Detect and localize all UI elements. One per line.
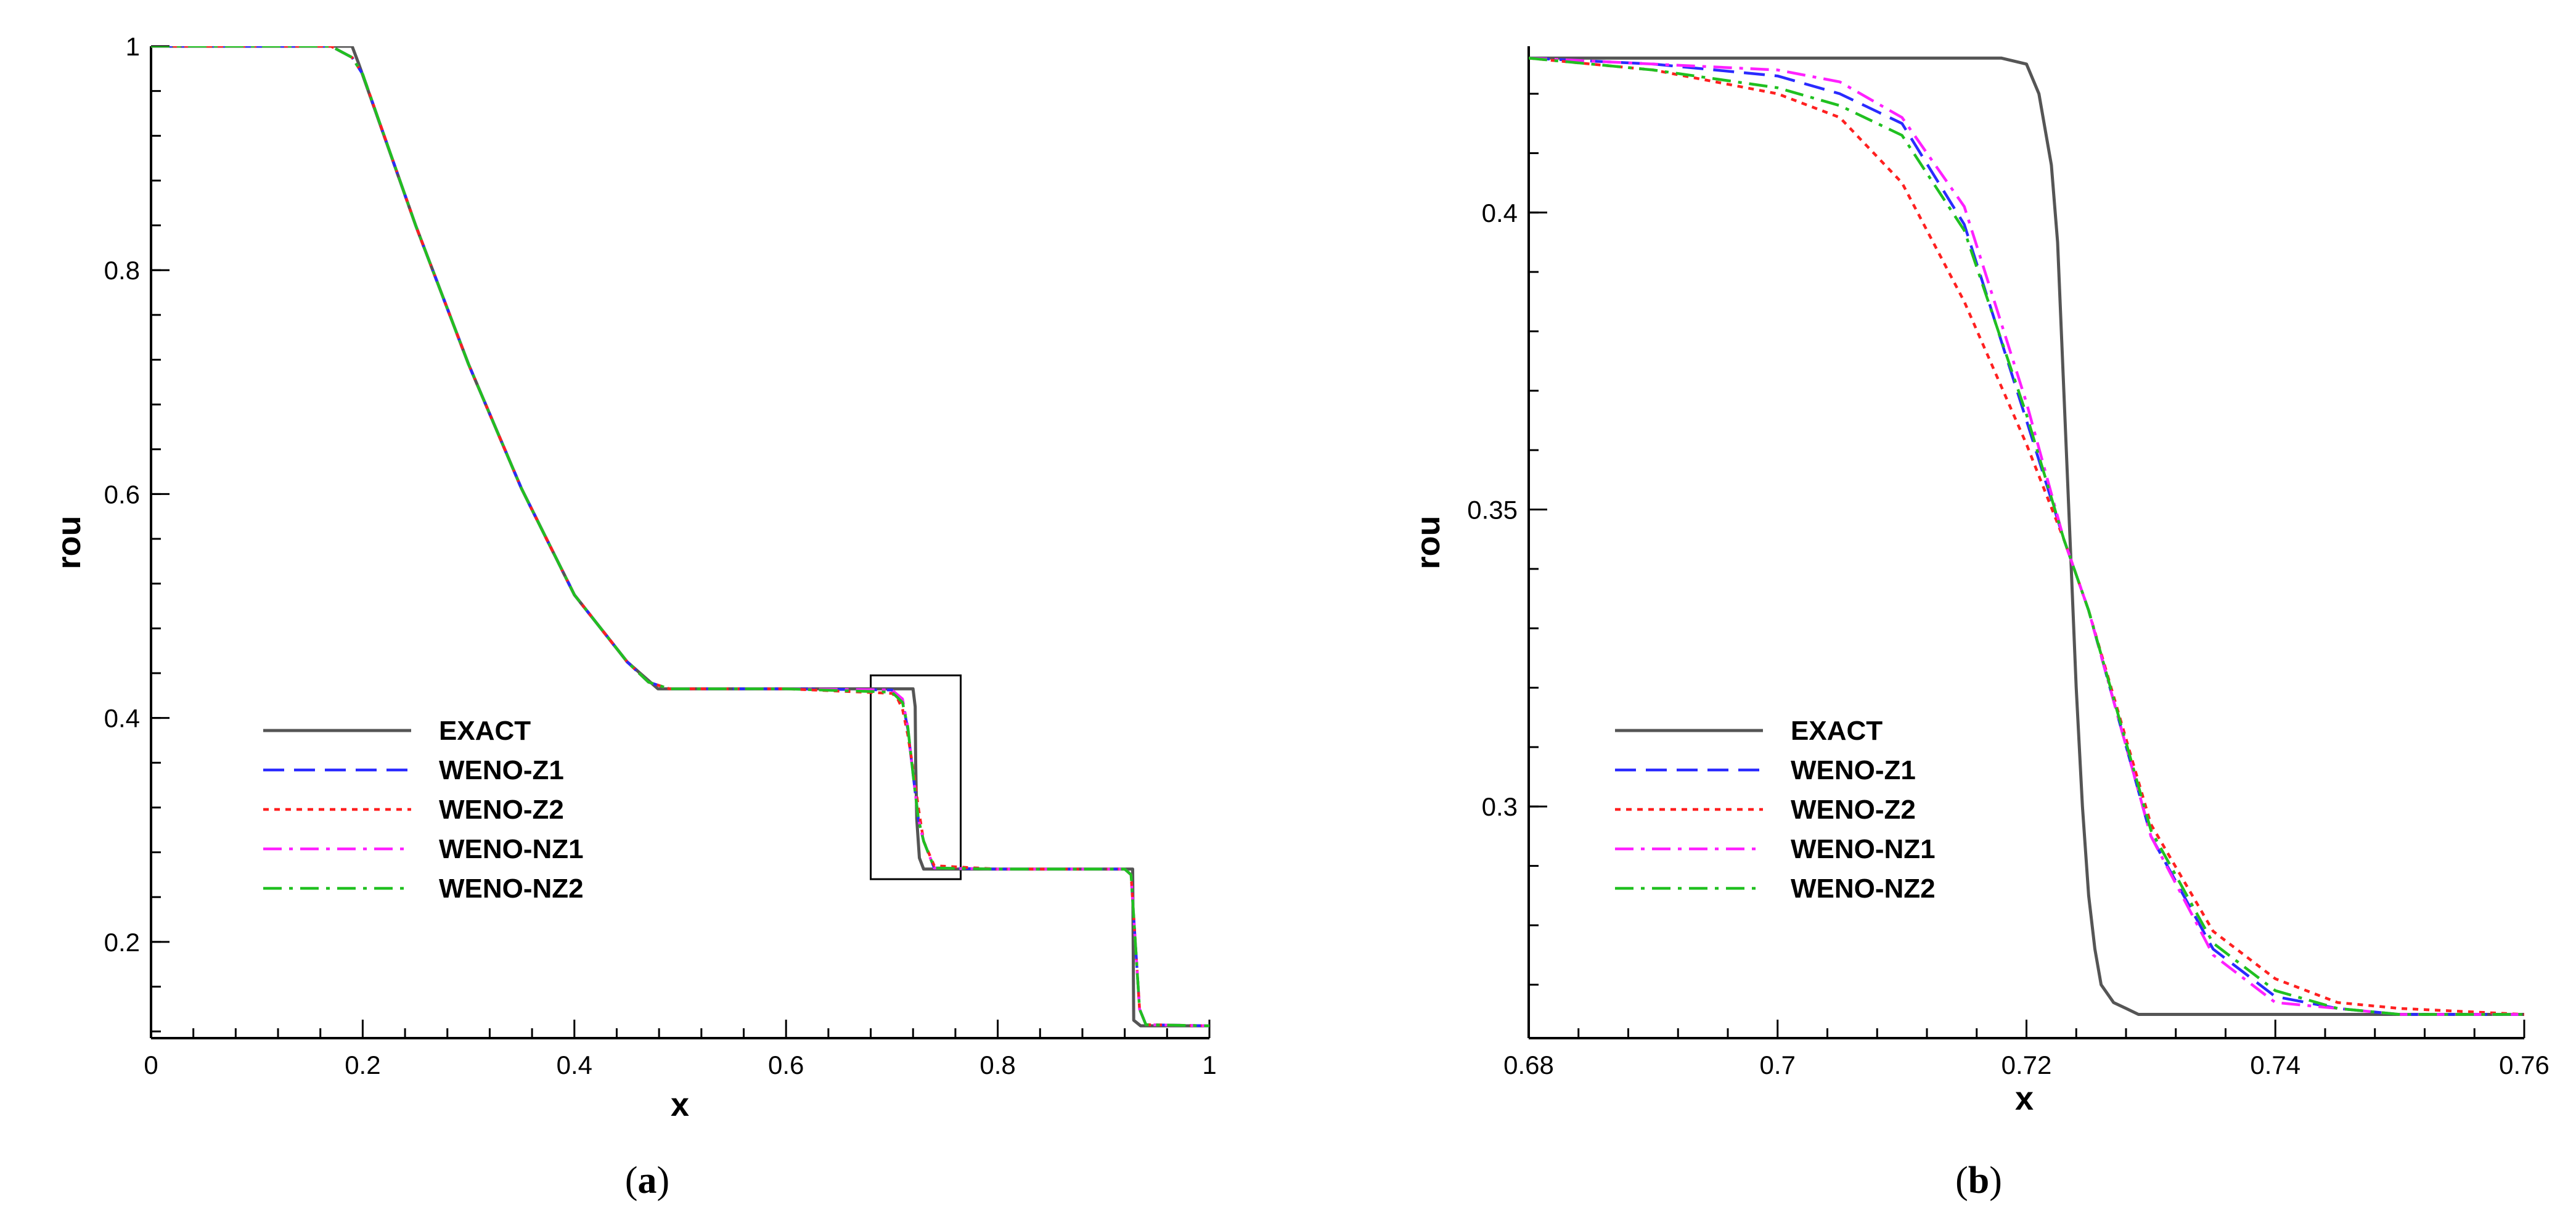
- y-tick-label: 0.2: [104, 928, 140, 957]
- series-line-exact: [151, 46, 1209, 1028]
- caption-close: ): [657, 1160, 670, 1202]
- caption-letter: b: [1968, 1160, 1989, 1202]
- series-line-weno-nz2: [151, 46, 1209, 1028]
- x-tick-label: 0.4: [557, 1050, 592, 1079]
- legend-label: WENO-Z1: [439, 755, 564, 785]
- y-tick-label: 0.8: [104, 256, 140, 285]
- x-tick-label: 0: [144, 1050, 158, 1079]
- chart-panel-b: 0.68 0.7 0.72 0.74 0.76 0.3 0.35 0.4 x rou EXACT WE…: [1410, 46, 2549, 1202]
- legend-label: WENO-NZ2: [1791, 874, 1936, 904]
- legend-label: WENO-NZ1: [439, 834, 584, 864]
- legend-label: WENO-NZ2: [439, 874, 584, 904]
- series-line-weno-z2: [151, 46, 1209, 1028]
- series-group: [151, 46, 1209, 1028]
- y-axis-label: rou: [51, 516, 88, 570]
- y-tick-label: 0.3: [1482, 792, 1518, 821]
- legend-label: WENO-Z2: [1791, 795, 1916, 825]
- chart-panel-a: 0 0.2 0.4 0.6 0.8 1 0.2 0.4 0.6 0.8 1 x rou EXACT WENO…: [51, 32, 1217, 1202]
- series-line-weno-nz2: [1529, 57, 2524, 1016]
- legend-label: WENO-NZ1: [1791, 834, 1936, 864]
- legend-label: WENO-Z1: [1791, 755, 1916, 785]
- caption-open: (: [1955, 1160, 1968, 1202]
- series-line-weno-nz1: [1529, 57, 2524, 1016]
- caption-letter: a: [638, 1160, 657, 1202]
- legend: EXACT WENO-Z1 WENO-Z2 WENO-NZ1 WENO-NZ2: [263, 716, 584, 904]
- legend-label: EXACT: [1791, 716, 1883, 746]
- x-tick-label: 0.8: [979, 1050, 1015, 1079]
- x-axis-label: x: [2015, 1080, 2034, 1117]
- series-group: [1529, 56, 2524, 1016]
- series-line-weno-nz1: [151, 46, 1209, 1028]
- y-tick-label: 0.35: [1467, 496, 1518, 525]
- x-tick-label: 0.2: [345, 1050, 380, 1079]
- x-tick-label: 0.72: [2002, 1050, 2052, 1079]
- panel-caption: (b): [1955, 1160, 2002, 1202]
- x-axis-label: x: [671, 1086, 689, 1123]
- caption-close: ): [1989, 1160, 2002, 1202]
- x-tick-label: 0.74: [2250, 1050, 2300, 1079]
- x-tick-label: 0.6: [768, 1050, 804, 1079]
- legend: EXACT WENO-Z1 WENO-Z2 WENO-NZ1 WENO-NZ2: [1615, 716, 1936, 904]
- legend-label: WENO-Z2: [439, 795, 564, 825]
- x-tick-label: 0.68: [1503, 1050, 1554, 1079]
- y-tick-label: 0.4: [1482, 199, 1518, 227]
- x-tick-label: 0.7: [1760, 1050, 1796, 1079]
- legend-label: EXACT: [439, 716, 531, 746]
- series-line-exact: [1529, 56, 2524, 1016]
- caption-open: (: [625, 1160, 638, 1202]
- series-line-weno-z1: [1529, 57, 2524, 1016]
- panel-caption: (a): [625, 1160, 669, 1202]
- y-axis-label: rou: [1410, 516, 1447, 570]
- series-line-weno-z1: [151, 46, 1209, 1028]
- x-tick-label: 1: [1202, 1050, 1216, 1079]
- y-tick-label: 0.6: [104, 480, 140, 509]
- series-line-weno-z2: [1529, 57, 2524, 1016]
- y-tick-label: 0.4: [104, 704, 140, 733]
- x-tick-label: 0.76: [2499, 1050, 2549, 1079]
- y-tick-label: 1: [126, 32, 140, 61]
- zoom-region-box: [870, 674, 962, 880]
